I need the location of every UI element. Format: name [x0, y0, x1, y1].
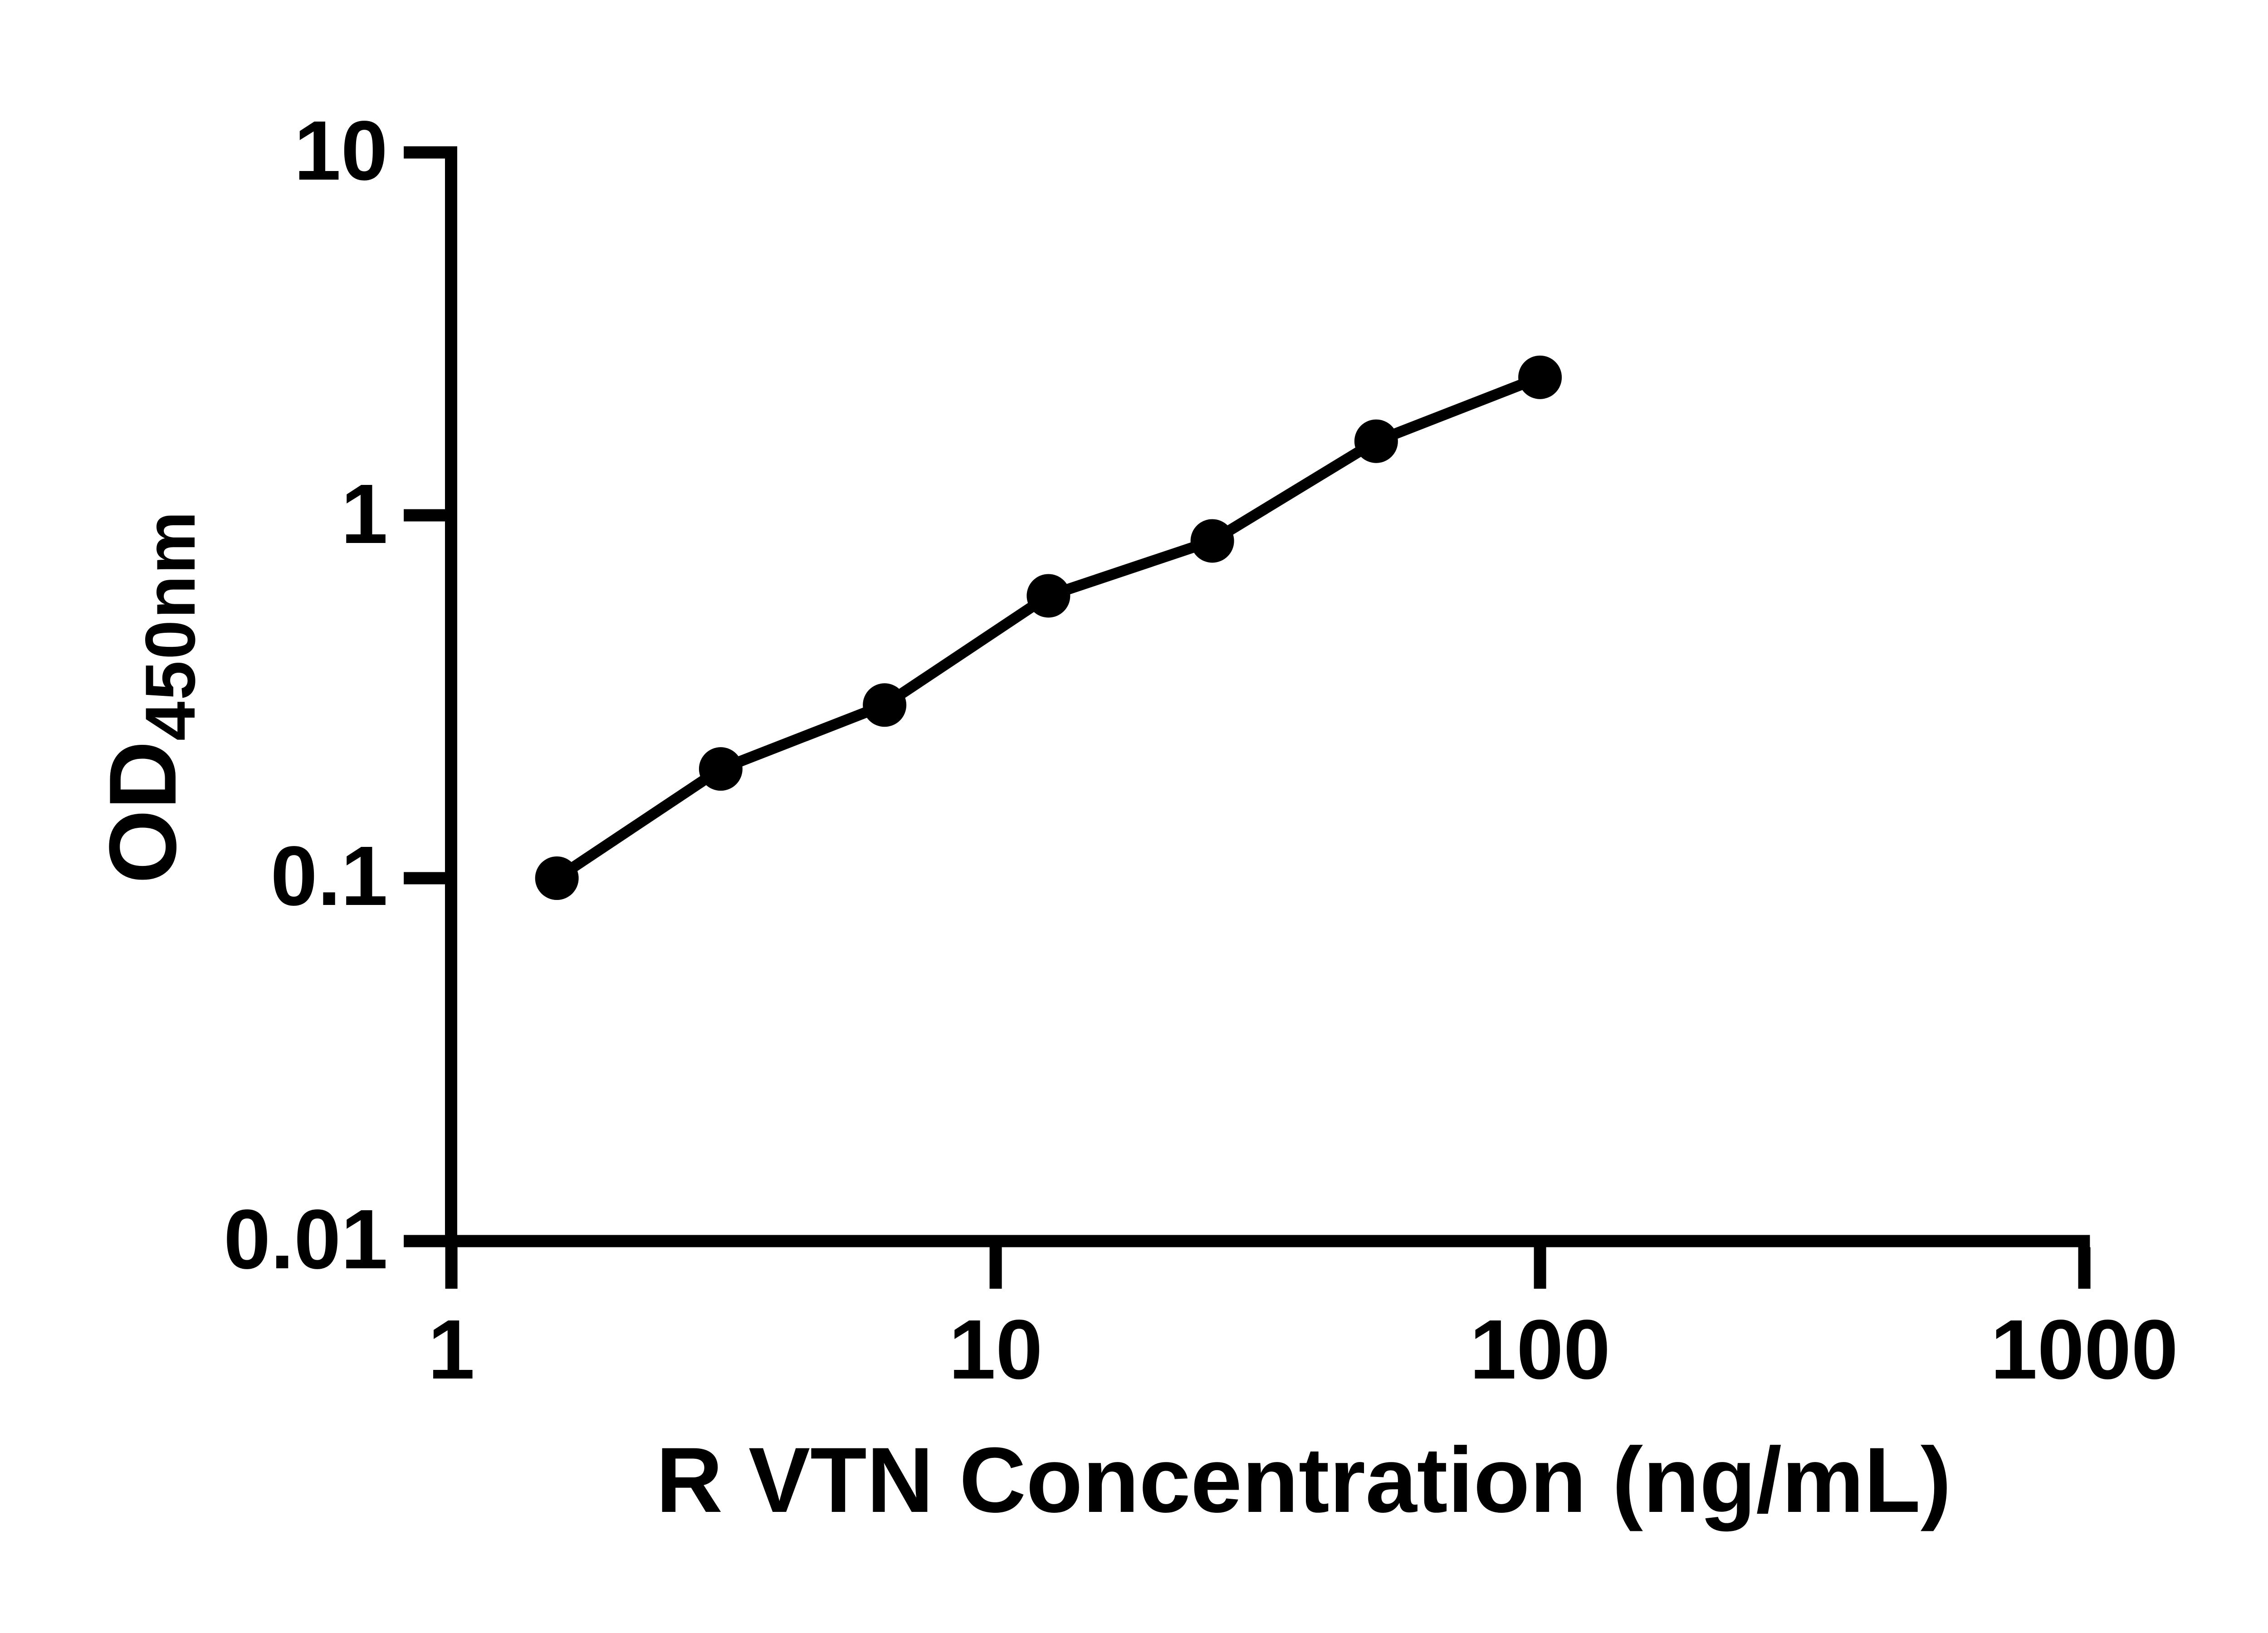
y-tick [404, 146, 445, 159]
x-tick-label: 1000 [1990, 1304, 2178, 1398]
x-axis-title: R VTN Concentration (ng/mL) [656, 1429, 1951, 1532]
data-point [1354, 419, 1398, 463]
x-axis-spine [445, 1235, 2090, 1247]
y-tick-label: 0.01 [223, 1193, 388, 1287]
y-tick-label: 10 [294, 104, 388, 199]
data-point [863, 683, 907, 727]
data-point [1026, 574, 1070, 618]
y-axis-title-subscript: 450nm [132, 509, 211, 741]
y-axis-title: OD450nm [90, 288, 211, 1105]
y-axis-title-main: OD [90, 741, 196, 884]
y-tick-label: 0.1 [270, 830, 388, 924]
data-point [535, 856, 579, 900]
x-tick [445, 1247, 458, 1289]
y-axis-spine [445, 146, 457, 1247]
data-point [1190, 519, 1234, 563]
data-point [1518, 355, 1562, 399]
y-tick [404, 1235, 445, 1247]
y-tick [404, 872, 445, 885]
x-tick-label: 100 [1469, 1304, 1611, 1398]
data-point [699, 747, 743, 791]
x-tick [1534, 1247, 1546, 1289]
y-tick [404, 509, 445, 522]
x-tick-label: 1 [428, 1304, 475, 1398]
x-tick-label: 10 [948, 1304, 1043, 1398]
y-tick-label: 1 [341, 467, 388, 562]
x-tick [989, 1247, 1002, 1289]
x-tick [2078, 1247, 2091, 1289]
